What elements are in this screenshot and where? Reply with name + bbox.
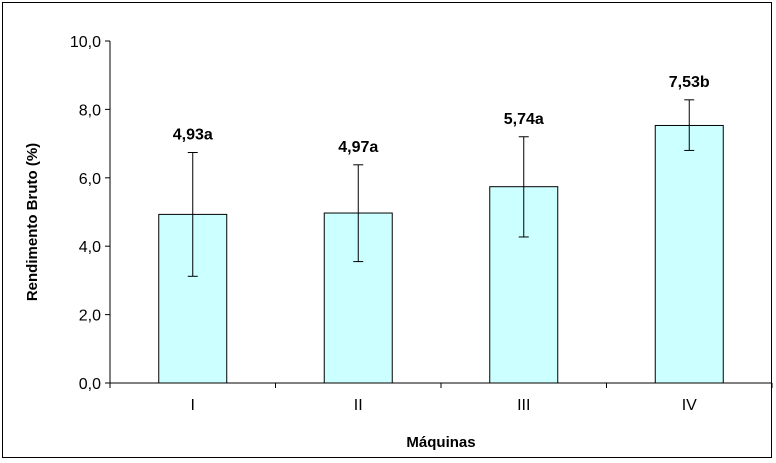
y-tick-label: 6,0 (79, 171, 101, 188)
data-labels: 4,93a 4,97a 5,74a 7,53b (173, 74, 710, 156)
data-label: 4,93a (173, 126, 213, 143)
x-tick-label: IV (682, 397, 697, 414)
y-axis: 0,0 2,0 4,0 6,0 8,0 10,0 (70, 34, 111, 393)
data-label: 7,53b (669, 74, 710, 91)
y-tick-label: 2,0 (79, 308, 101, 325)
error-bars (187, 99, 695, 277)
y-tick-label: 8,0 (79, 102, 101, 119)
data-label: 4,97a (338, 139, 378, 156)
x-axis-title: Máquinas (406, 434, 475, 451)
data-label: 5,74a (504, 111, 544, 128)
bar (654, 124, 724, 384)
y-tick-label: 0,0 (79, 376, 101, 393)
x-tick-label: III (517, 397, 530, 414)
y-tick-label: 4,0 (79, 239, 101, 256)
x-axis: I II III IV (109, 382, 773, 414)
x-tick-label: II (354, 397, 363, 414)
y-tick-label: 10,0 (70, 34, 101, 51)
x-tick-label: I (191, 397, 195, 414)
y-axis-title: Rendimento Bruto (%) (24, 143, 41, 301)
bars (158, 124, 724, 384)
